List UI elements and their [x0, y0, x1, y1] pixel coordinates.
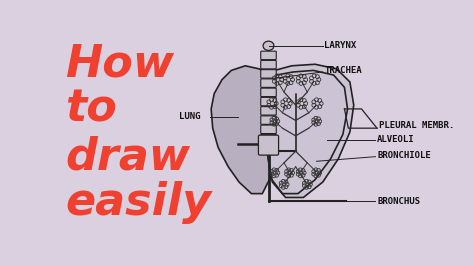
Text: BRONCHUS: BRONCHUS [377, 197, 420, 206]
Text: to: to [65, 88, 118, 130]
Text: draw: draw [65, 135, 191, 178]
FancyBboxPatch shape [261, 88, 276, 97]
FancyBboxPatch shape [258, 135, 279, 155]
FancyBboxPatch shape [261, 107, 276, 115]
Text: easily: easily [65, 181, 211, 224]
Text: How: How [65, 43, 174, 86]
Text: PLEURAL MEMBR.: PLEURAL MEMBR. [379, 121, 454, 130]
Polygon shape [264, 64, 354, 197]
FancyBboxPatch shape [261, 134, 276, 143]
FancyBboxPatch shape [261, 79, 276, 87]
Text: TRACHEA: TRACHEA [324, 66, 362, 75]
FancyBboxPatch shape [261, 70, 276, 78]
FancyBboxPatch shape [261, 97, 276, 106]
FancyBboxPatch shape [261, 125, 276, 134]
Polygon shape [211, 66, 275, 194]
Text: LUNG: LUNG [179, 112, 201, 121]
Text: LARYNX: LARYNX [324, 41, 356, 50]
Text: ALVEOLI: ALVEOLI [377, 135, 415, 144]
FancyBboxPatch shape [261, 116, 276, 124]
FancyBboxPatch shape [261, 60, 276, 69]
Ellipse shape [263, 41, 274, 50]
FancyBboxPatch shape [261, 51, 276, 60]
Text: BRONCHIOLE: BRONCHIOLE [377, 151, 431, 160]
